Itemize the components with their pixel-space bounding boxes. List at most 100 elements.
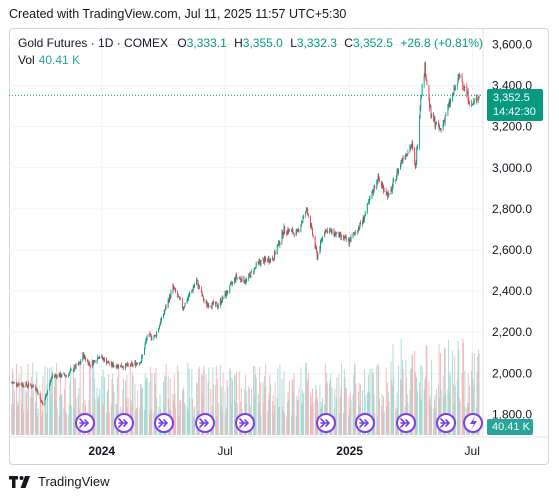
candle-body <box>259 260 261 263</box>
candle-body <box>343 237 345 240</box>
volume-bar <box>61 394 63 435</box>
candle-body <box>414 147 416 163</box>
candle-body <box>410 147 412 149</box>
candle-body <box>401 160 403 161</box>
volume-bar <box>463 342 464 435</box>
candle-body <box>222 296 224 299</box>
volume-bar <box>89 369 91 435</box>
candle-body <box>253 271 254 273</box>
volume-bar <box>253 396 255 435</box>
candle-body <box>183 306 185 308</box>
volume-bar <box>179 400 181 435</box>
candle-body <box>115 365 117 367</box>
volume-bar <box>213 384 215 435</box>
candle-body <box>301 221 303 223</box>
last-price-value: 3,352.5 <box>493 92 530 104</box>
volume-bar <box>391 379 393 435</box>
candle-body <box>265 259 267 261</box>
candle-body <box>110 362 112 364</box>
candle-body <box>50 379 52 381</box>
volume-bar <box>68 415 70 435</box>
volume-bar <box>382 412 384 435</box>
volume-bar <box>410 367 412 435</box>
volume-bar <box>439 353 441 435</box>
candle-body <box>30 385 32 388</box>
volume-bar <box>97 398 99 435</box>
volume-bar <box>353 363 355 435</box>
volume-bar <box>395 407 397 435</box>
candle-body <box>390 188 392 194</box>
candle-body <box>338 231 340 238</box>
candle-body <box>395 179 397 181</box>
candle-body <box>158 325 160 329</box>
candle-body <box>407 152 409 155</box>
candle-body <box>151 338 153 340</box>
volume-bar <box>132 375 134 435</box>
volume-bar <box>235 375 237 435</box>
volume-bar <box>293 373 295 435</box>
volume-bar <box>457 341 459 435</box>
volume-label[interactable]: Vol <box>18 53 35 67</box>
candle-body <box>238 277 240 279</box>
candle-body <box>348 239 350 244</box>
volume-bar <box>98 394 100 435</box>
candle-body <box>317 253 319 259</box>
volume-bar <box>111 379 113 435</box>
candle-body <box>477 96 479 100</box>
volume-bar <box>216 415 218 435</box>
volume-bar <box>471 352 473 435</box>
symbol-title[interactable]: Gold Futures · 1D · COMEX <box>18 36 169 50</box>
price-volume-chart[interactable]: 3,600.03,400.03,200.03,000.02,800.02,600… <box>9 28 549 465</box>
candle-body <box>28 383 30 387</box>
volume-bar <box>398 365 399 435</box>
volume-bar <box>32 391 34 435</box>
volume-bar <box>262 381 264 435</box>
volume-bar <box>122 389 124 435</box>
candle-body <box>343 235 345 240</box>
volume-bar <box>59 395 61 435</box>
candle-body <box>186 300 188 303</box>
volume-bar <box>183 402 185 435</box>
candle-body <box>260 260 262 265</box>
volume-bar <box>414 371 416 435</box>
volume-bar <box>381 394 383 435</box>
volume-bar <box>32 362 34 435</box>
candle-body <box>70 369 72 372</box>
volume-bar <box>26 409 28 435</box>
y-tick-label: 3,200.0 <box>492 120 532 134</box>
candle-body <box>395 176 397 181</box>
volume-bar <box>433 408 435 435</box>
candle-body <box>452 93 454 95</box>
candle-body <box>72 369 74 372</box>
volume-bar <box>49 379 51 435</box>
candle-body <box>159 324 161 326</box>
candle-body <box>63 373 65 375</box>
candle-body <box>347 239 349 241</box>
candle-body <box>431 113 433 118</box>
volume-bar <box>426 346 428 435</box>
candle-body <box>229 284 231 293</box>
volume-bar <box>45 413 47 435</box>
volume-bar <box>192 416 194 435</box>
candle-body <box>310 225 312 228</box>
candle-body <box>373 185 375 193</box>
candle-body <box>150 334 152 339</box>
ohlc-legend-row: Gold Futures · 1D · COMEX O3,333.1 H3,35… <box>18 35 483 52</box>
candle-body <box>53 375 55 376</box>
volume-bar <box>222 372 224 435</box>
volume-bar <box>372 372 374 435</box>
candle-body <box>107 361 109 363</box>
candle-body <box>453 87 455 94</box>
volume-bar <box>78 388 80 435</box>
candle-body <box>236 277 238 279</box>
volume-bar <box>406 377 408 435</box>
volume-bar <box>116 377 118 435</box>
candle-body <box>423 75 425 85</box>
volume-bar <box>360 384 361 435</box>
volume-bar <box>31 397 33 435</box>
volume-bar <box>423 389 425 435</box>
volume-bar <box>225 413 227 435</box>
volume-bar <box>179 399 181 435</box>
volume-bar <box>229 367 231 435</box>
volume-bar <box>276 397 278 435</box>
